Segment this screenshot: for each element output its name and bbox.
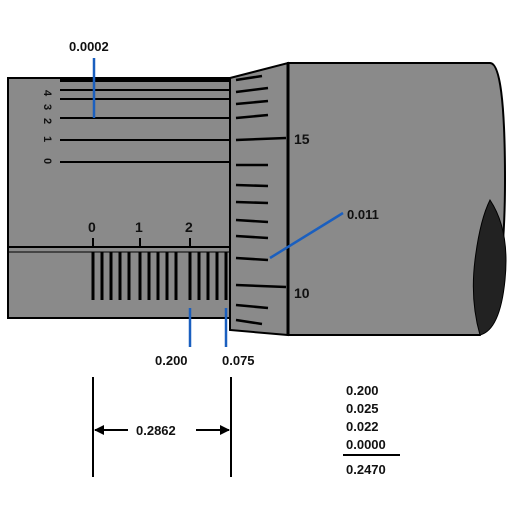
vernier-label: 3 <box>41 104 53 110</box>
sleeve-label-0: 0 <box>88 219 96 235</box>
thimble-label-15: 15 <box>294 131 310 147</box>
thimble-ticks <box>235 74 287 326</box>
sleeve-label-1: 1 <box>135 219 143 235</box>
vernier-lines <box>60 89 236 163</box>
thimble-knurl <box>472 199 507 336</box>
dimension-arrow-left <box>94 425 104 435</box>
sum-addend: 0.025 <box>346 401 379 416</box>
thimble-label-10: 10 <box>294 285 310 301</box>
callout-vernier: 0.0002 <box>69 39 109 54</box>
sum-total: 0.2470 <box>346 462 386 477</box>
sleeve-body <box>7 77 237 319</box>
callout-sleeve-major: 0.200 <box>155 353 188 368</box>
dimension-arrow-right <box>220 425 230 435</box>
vernier-label: 2 <box>41 118 53 124</box>
sleeve-minor-ticks <box>91 252 228 300</box>
dimension-value: 0.2862 <box>136 423 176 438</box>
sum-addend: 0.022 <box>346 419 379 434</box>
vernier-labels: 4 3 2 1 0 <box>41 90 53 164</box>
sleeve-label-2: 2 <box>185 219 193 235</box>
vernier-label: 1 <box>41 136 53 142</box>
sleeve-major-ticks <box>92 238 191 247</box>
callout-thimble: 0.011 <box>347 207 379 222</box>
callout-sleeve-minor: 0.075 <box>222 353 255 368</box>
callout-lines <box>92 58 344 347</box>
vernier-label: 0 <box>41 158 53 164</box>
vernier-label: 4 <box>41 90 53 97</box>
sum-addend: 0.0000 <box>346 437 386 452</box>
thimble-body <box>287 62 507 336</box>
sum-addend: 0.200 <box>346 383 379 398</box>
